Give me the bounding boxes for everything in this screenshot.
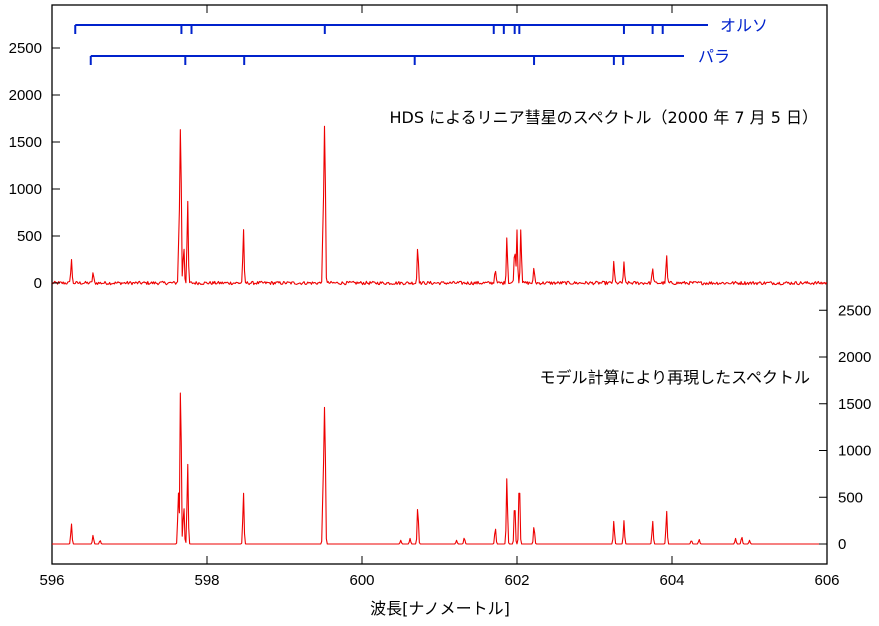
x-tick-label: 606 — [814, 572, 839, 589]
y-tick-label-left: 1000 — [9, 181, 42, 198]
y-tick-label-left: 2500 — [9, 40, 42, 57]
model-panel-title: モデル計算により再現したスペクトル — [539, 368, 810, 387]
observed-panel-title: HDS によるリニア彗星のスペクトル（2000 年 7 月 5 日） — [389, 108, 818, 127]
model-spectrum-line — [52, 392, 827, 545]
y-tick-label-left: 500 — [17, 228, 42, 245]
x-tick-label: 600 — [349, 572, 374, 589]
line-list-label: パラ — [698, 47, 730, 66]
y-tick-label-right: 1000 — [838, 443, 871, 460]
x-tick-label: 596 — [39, 572, 64, 589]
x-tick-label: 604 — [659, 572, 684, 589]
spectrum-traces — [51, 125, 828, 545]
y-tick-label-right: 2500 — [838, 302, 871, 319]
plot-frame — [51, 4, 828, 565]
x-tick-label: 598 — [194, 572, 219, 589]
axis-ticks: 596 598 600 602 604 606 0 500 1000 1500 2000 2500 0 5… — [9, 5, 871, 589]
x-tick-label: 602 — [504, 572, 529, 589]
observed-spectrum-line — [51, 125, 828, 286]
y-tick-label-right: 1500 — [838, 396, 871, 413]
y-tick-label-right: 2000 — [838, 349, 871, 366]
y-tick-label-right: 500 — [838, 489, 863, 506]
y-tick-label-left: 2000 — [9, 87, 42, 104]
y-tick-label-left: 0 — [34, 275, 42, 292]
x-axis-label: 波長[ナノメートル] — [370, 599, 510, 618]
line-list-label: オルソ — [720, 16, 768, 35]
y-tick-label-right: 0 — [838, 536, 846, 553]
y-tick-label-left: 1500 — [9, 134, 42, 151]
